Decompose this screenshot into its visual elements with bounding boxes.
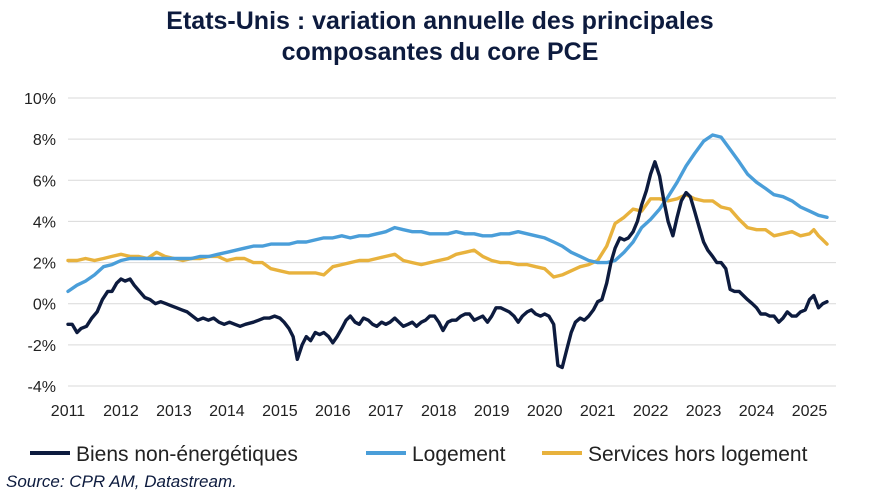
gridlines bbox=[68, 97, 836, 387]
x-tick-label: 2018 bbox=[421, 403, 457, 420]
x-tick-label: 2024 bbox=[739, 403, 775, 420]
series-line-services-hors-logement bbox=[66, 193, 829, 279]
y-tick-label: 0% bbox=[33, 297, 56, 314]
x-axis-ticks: 2011 2012 2013 2014 2015 2016 2017 2018 2019 2020… bbox=[51, 403, 828, 420]
x-tick-label: 2017 bbox=[368, 403, 404, 420]
y-tick-label: 6% bbox=[33, 173, 56, 190]
x-tick-label: 2015 bbox=[262, 403, 298, 420]
x-tick-label: 2022 bbox=[633, 403, 669, 420]
x-tick-label: 2012 bbox=[103, 403, 139, 420]
y-axis-ticks: 10% 8% 6% 4% 2% 0% -2% -4% bbox=[24, 91, 56, 396]
y-tick-label: 8% bbox=[33, 132, 56, 149]
x-tick-label: 2023 bbox=[686, 403, 722, 420]
y-tick-label: 10% bbox=[24, 91, 56, 108]
chart-title-line-1: Etats-Unis : variation annuelle des prin… bbox=[166, 7, 714, 35]
series-line-biens-non-nerg-tiques bbox=[66, 160, 829, 370]
y-tick-label: 4% bbox=[33, 214, 56, 231]
series-line-logement bbox=[66, 133, 829, 294]
legend-label: Services hors logement bbox=[588, 443, 808, 466]
series-lines bbox=[66, 133, 829, 370]
legend-label: Logement bbox=[412, 443, 506, 466]
x-tick-label: 2025 bbox=[792, 403, 828, 420]
x-tick-label: 2014 bbox=[209, 403, 245, 420]
x-tick-label: 2019 bbox=[474, 403, 510, 420]
x-tick-label: 2016 bbox=[315, 403, 351, 420]
y-tick-label: -4% bbox=[28, 379, 56, 396]
x-tick-label: 2020 bbox=[527, 403, 563, 420]
legend: Biens non-énergétiques Logement Services h… bbox=[30, 443, 808, 466]
x-tick-label: 2021 bbox=[580, 403, 616, 420]
y-tick-label: -2% bbox=[28, 338, 56, 355]
chart-title: Etats-Unis : variation annuelle des prin… bbox=[0, 6, 880, 68]
x-tick-label: 2013 bbox=[156, 403, 192, 420]
y-tick-label: 2% bbox=[33, 256, 56, 273]
legend-label: Biens non-énergétiques bbox=[76, 443, 298, 466]
chart-title-line-2: composantes du core PCE bbox=[281, 38, 599, 66]
x-tick-label: 2011 bbox=[51, 403, 86, 420]
source-note: Source: CPR AM, Datastream. bbox=[6, 472, 237, 491]
